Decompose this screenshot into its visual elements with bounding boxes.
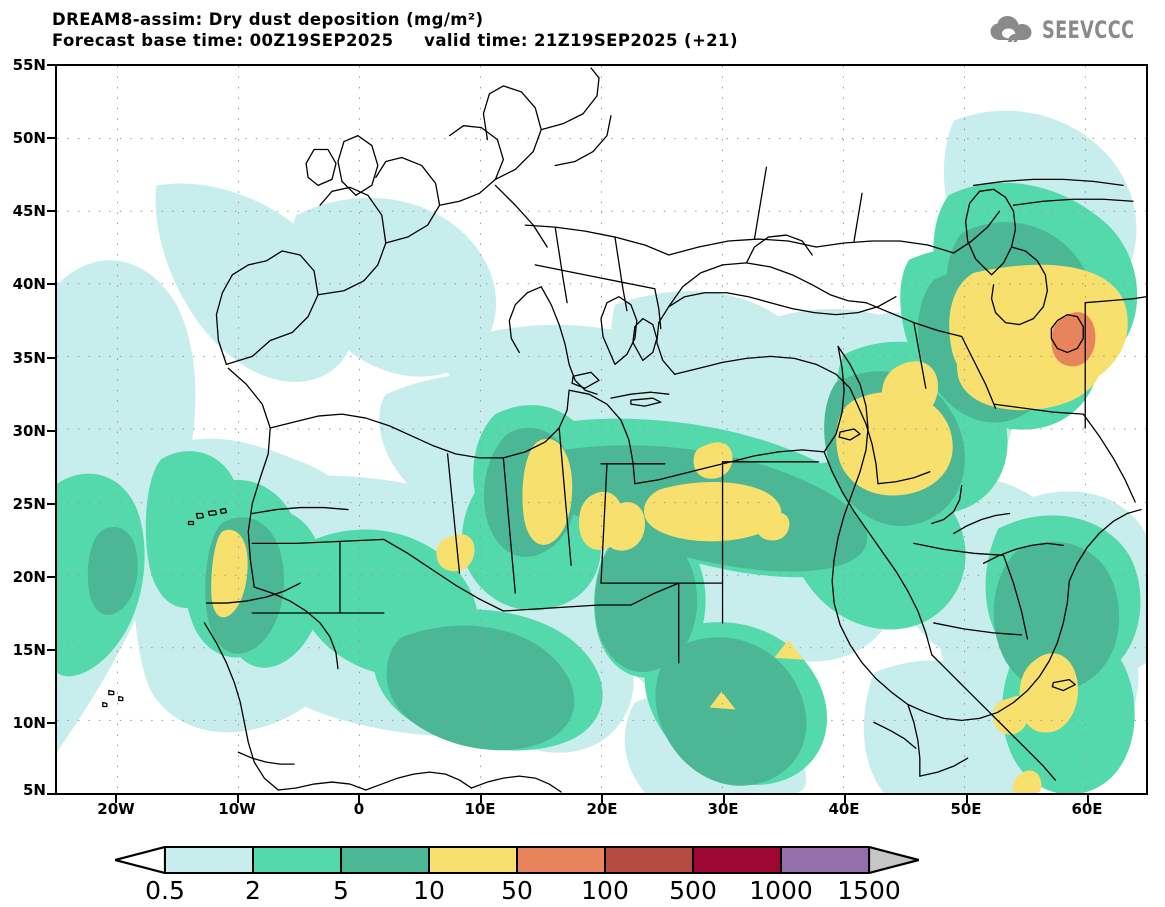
x-tick-label: 40E [828, 800, 860, 818]
dust-deposition-map [57, 66, 1146, 793]
map-plot-area [55, 64, 1148, 795]
cloud-icon [990, 16, 1032, 42]
dust-field-shading [57, 110, 1146, 793]
colorbar-tick-label: 500 [669, 876, 717, 905]
y-tick-label: 45N [12, 202, 46, 220]
seevccc-logo: SEEVCCC [989, 12, 1155, 48]
colorbar-segment [165, 846, 253, 874]
colorbar-segment [429, 846, 517, 874]
coastlines-and-borders [102, 67, 1146, 793]
y-tick-label: 30N [12, 422, 46, 440]
y-tick-label: 5N [23, 781, 46, 799]
y-tick-label: 35N [12, 349, 46, 367]
colorbar-segment [253, 846, 341, 874]
x-tick-label: 0 [353, 800, 365, 818]
colorbar-under-arrow [115, 846, 165, 874]
colorbar-segment [517, 846, 605, 874]
x-tick-label: 50E [950, 800, 982, 818]
y-tick-label: 15N [12, 641, 46, 659]
colorbar-segment [693, 846, 781, 874]
colorbar-segment [605, 846, 693, 874]
colorbar-tick-label: 50 [501, 876, 533, 905]
x-tick-label: 10E [464, 800, 496, 818]
y-tick-label: 40N [12, 275, 46, 293]
x-tick-label: 60E [1071, 800, 1103, 818]
x-tick-label: 10W [218, 800, 256, 818]
colorbar-tick-label: 1500 [837, 876, 901, 905]
colorbar-over-arrow [869, 846, 919, 874]
chart-title: DREAM8-assim: Dry dust deposition (mg/m²… [52, 10, 484, 29]
colorbar-segments [165, 846, 869, 874]
colorbar-tick-label: 5 [333, 876, 349, 905]
chart-subtitle: Forecast base time: 00Z19SEP2025 valid t… [52, 31, 738, 50]
colorbar-tick-label: 1000 [749, 876, 813, 905]
colorbar-tick-label: 2 [245, 876, 261, 905]
x-tick-label: 20E [586, 800, 618, 818]
colorbar-tick-label: 0.5 [145, 876, 185, 905]
colorbar-segment [781, 846, 869, 874]
logo-text: SEEVCCC [1042, 16, 1135, 44]
y-tick-label: 10N [12, 714, 46, 732]
x-tick-label: 30E [707, 800, 739, 818]
chart-header: DREAM8-assim: Dry dust deposition (mg/m²… [0, 0, 1165, 60]
y-tick-label: 55N [12, 56, 46, 74]
x-tick-label: 20W [97, 800, 135, 818]
colorbar-segment [341, 846, 429, 874]
colorbar-tick-label: 10 [413, 876, 445, 905]
y-tick-label: 50N [12, 129, 46, 147]
colorbar-tick-label: 100 [581, 876, 629, 905]
y-tick-label: 20N [12, 568, 46, 586]
y-tick-label: 25N [12, 495, 46, 513]
